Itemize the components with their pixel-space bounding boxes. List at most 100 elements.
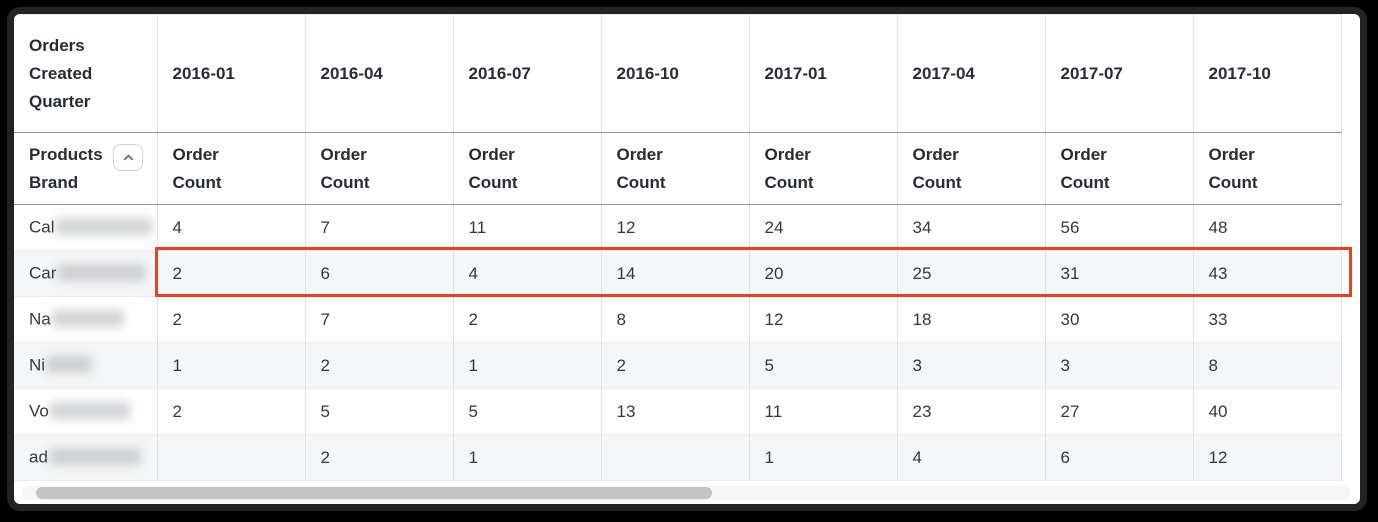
order-count-cell[interactable]: 11: [453, 204, 602, 251]
redacted-text: [46, 356, 93, 374]
quarter-column-header[interactable]: 2017-04: [897, 14, 1046, 133]
order-count-cell[interactable]: 2: [601, 342, 750, 389]
quarter-column-header[interactable]: 2016-07: [453, 14, 602, 133]
redacted-text: [55, 218, 152, 236]
order-count-cell[interactable]: 33: [1193, 296, 1342, 343]
order-count-cell[interactable]: 2: [157, 388, 306, 435]
order-count-cell[interactable]: 40: [1193, 388, 1342, 435]
pivot-table: Orders Created Quarter 2016-01 2016-04 201…: [14, 14, 1342, 481]
corner-header-cell[interactable]: Orders Created Quarter: [14, 14, 158, 133]
quarter-column-header[interactable]: 2016-04: [305, 14, 454, 133]
order-count-cell[interactable]: 5: [453, 388, 602, 435]
redacted-text: [49, 402, 130, 420]
order-count-cell[interactable]: 12: [601, 204, 750, 251]
order-count-cell[interactable]: 11: [749, 388, 898, 435]
measure-label: Order Count: [1208, 144, 1258, 192]
measure-label: Order Count: [616, 144, 666, 192]
order-count-cell[interactable]: 43: [1193, 250, 1342, 297]
horizontal-scrollbar-thumb[interactable]: [36, 487, 712, 499]
brand-label: Car: [29, 263, 57, 283]
table-row: Car 2 6 4 14 20 25 31 43: [14, 250, 1342, 297]
brand-cell[interactable]: Na: [14, 296, 158, 343]
measure-label: Order Count: [1060, 144, 1110, 192]
table-content: Orders Created Quarter 2016-01 2016-04 201…: [14, 14, 1360, 504]
order-count-cell[interactable]: 4: [157, 204, 306, 251]
order-count-cell[interactable]: 2: [157, 296, 306, 343]
redacted-text: [51, 310, 124, 328]
order-count-cell[interactable]: 3: [897, 342, 1046, 389]
order-count-cell[interactable]: 48: [1193, 204, 1342, 251]
brand-label: Cal: [29, 217, 55, 237]
measure-label: Order Count: [172, 144, 222, 192]
brand-label: Na: [29, 309, 51, 329]
order-count-cell[interactable]: 13: [601, 388, 750, 435]
table-row: Cal 4 7 11 12 24 34 56 48: [14, 204, 1342, 251]
measure-column-header[interactable]: Order Count: [749, 132, 898, 205]
order-count-cell[interactable]: 34: [897, 204, 1046, 251]
order-count-cell[interactable]: 12: [1193, 434, 1342, 481]
order-count-cell[interactable]: 8: [601, 296, 750, 343]
brand-label: Ni: [29, 355, 46, 375]
order-count-cell[interactable]: 14: [601, 250, 750, 297]
quarter-column-header[interactable]: 2017-07: [1045, 14, 1194, 133]
order-count-cell[interactable]: 7: [305, 204, 454, 251]
brand-cell[interactable]: Cal: [14, 204, 158, 251]
order-count-cell[interactable]: [157, 434, 306, 481]
order-count-cell[interactable]: 18: [897, 296, 1046, 343]
order-count-cell[interactable]: 31: [1045, 250, 1194, 297]
measure-column-header[interactable]: Order Count: [157, 132, 306, 205]
order-count-cell[interactable]: 2: [157, 250, 306, 297]
brand-cell[interactable]: Vo: [14, 388, 158, 435]
order-count-cell[interactable]: 6: [305, 250, 454, 297]
order-count-cell[interactable]: 20: [749, 250, 898, 297]
brand-cell[interactable]: Ni: [14, 342, 158, 389]
order-count-cell[interactable]: 6: [1045, 434, 1194, 481]
quarter-column-header[interactable]: 2016-01: [157, 14, 306, 133]
table-body: Cal 4 7 11 12 24 34 56 48 Car 2 6 4 14 20 25 31 43 Na 2 7 2 8 1…: [14, 204, 1342, 481]
order-count-cell[interactable]: 5: [305, 388, 454, 435]
brand-cell[interactable]: Car: [14, 250, 158, 297]
order-count-cell[interactable]: 23: [897, 388, 1046, 435]
order-count-cell[interactable]: 4: [897, 434, 1046, 481]
brand-label: ad: [29, 447, 48, 467]
order-count-cell[interactable]: 1: [453, 342, 602, 389]
order-count-cell[interactable]: 12: [749, 296, 898, 343]
order-count-cell[interactable]: 30: [1045, 296, 1194, 343]
measure-column-header[interactable]: Order Count: [453, 132, 602, 205]
order-count-cell[interactable]: 5: [749, 342, 898, 389]
order-count-cell[interactable]: [601, 434, 750, 481]
brand-cell[interactable]: ad: [14, 434, 158, 481]
quarter-column-header[interactable]: 2016-10: [601, 14, 750, 133]
order-count-cell[interactable]: 4: [453, 250, 602, 297]
sort-ascending-button[interactable]: [113, 143, 143, 171]
order-count-cell[interactable]: 3: [1045, 342, 1194, 389]
order-count-cell[interactable]: 27: [1045, 388, 1194, 435]
order-count-cell[interactable]: 2: [305, 342, 454, 389]
order-count-cell[interactable]: 24: [749, 204, 898, 251]
measure-column-header[interactable]: Order Count: [601, 132, 750, 205]
quarter-column-header[interactable]: 2017-01: [749, 14, 898, 133]
quarter-column-header[interactable]: 2017-10: [1193, 14, 1342, 133]
corner-header-label: Orders Created Quarter: [29, 35, 93, 111]
order-count-cell[interactable]: 1: [749, 434, 898, 481]
order-count-cell[interactable]: 56: [1045, 204, 1194, 251]
table-row: Na 2 7 2 8 12 18 30 33: [14, 296, 1342, 343]
redacted-text: [48, 448, 141, 466]
order-count-cell[interactable]: 1: [157, 342, 306, 389]
dimension-header-cell[interactable]: Products Brand: [14, 132, 158, 205]
measure-label: Order Count: [320, 144, 370, 192]
order-count-cell[interactable]: 8: [1193, 342, 1342, 389]
order-count-cell[interactable]: 2: [453, 296, 602, 343]
measure-column-header[interactable]: Order Count: [1193, 132, 1342, 205]
measure-column-header[interactable]: Order Count: [897, 132, 1046, 205]
measure-column-header[interactable]: Order Count: [305, 132, 454, 205]
order-count-cell[interactable]: 7: [305, 296, 454, 343]
dimension-header-wrap: Products Brand: [29, 141, 157, 197]
dimension-header-label: Products Brand: [29, 144, 103, 192]
order-count-cell[interactable]: 2: [305, 434, 454, 481]
order-count-cell[interactable]: 1: [453, 434, 602, 481]
horizontal-scrollbar-track[interactable]: [22, 486, 1350, 500]
measure-column-header[interactable]: Order Count: [1045, 132, 1194, 205]
order-count-cell[interactable]: 25: [897, 250, 1046, 297]
